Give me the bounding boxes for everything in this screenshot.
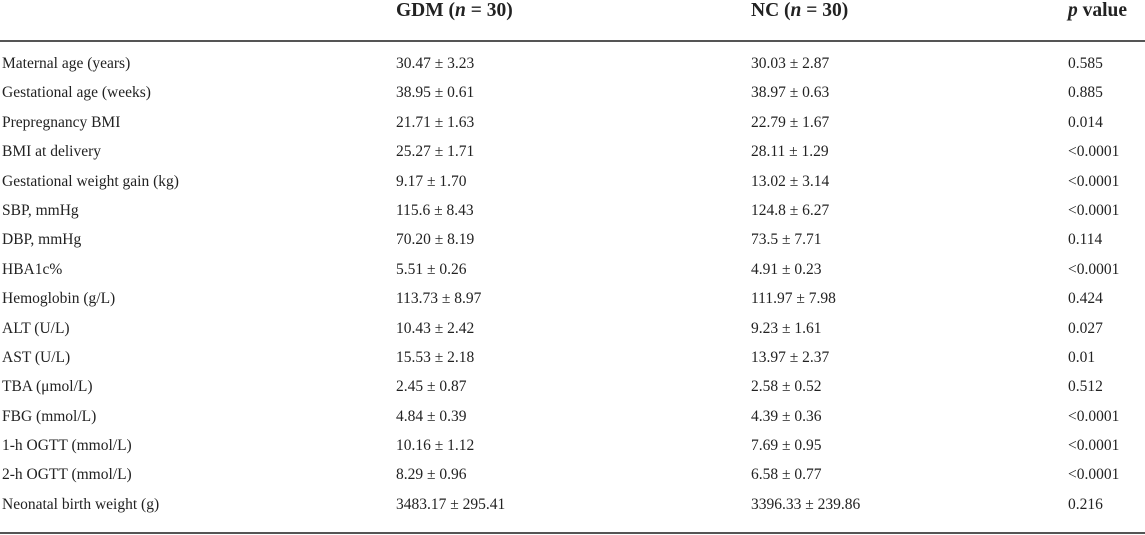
table-row: Gestational weight gain (kg) 9.17 ± 1.70 1…: [0, 167, 1145, 196]
header-gdm: GDM (n = 30): [396, 0, 513, 21]
gdm-value: 38.95 ± 0.61: [396, 84, 475, 102]
p-value: 0.01: [1068, 348, 1096, 366]
nc-value: 111.97 ± 7.98: [751, 290, 836, 308]
p-value: 0.027: [1068, 319, 1103, 337]
row-label: 1-h OGTT (mmol/L): [2, 437, 132, 455]
table-row: 1-h OGTT (mmol/L) 10.16 ± 1.12 7.69 ± 0.95…: [0, 431, 1145, 460]
row-label: Prepregnancy BMI: [2, 113, 121, 131]
nc-value: 22.79 ± 1.67: [751, 113, 830, 131]
nc-value: 30.03 ± 2.87: [751, 55, 830, 72]
nc-value: 28.11 ± 1.29: [751, 143, 829, 161]
nc-value: 124.8 ± 6.27: [751, 201, 830, 219]
row-label: Hemoglobin (g/L): [2, 290, 116, 308]
p-value: <0.0001: [1068, 172, 1120, 190]
gdm-value: 70.20 ± 8.19: [396, 231, 475, 249]
nc-value: 4.91 ± 0.23: [751, 260, 822, 278]
header-p-value: p value: [1068, 0, 1128, 21]
p-value: 0.014: [1068, 113, 1103, 131]
gdm-value: 115.6 ± 8.43: [396, 201, 474, 219]
row-label: ALT (U/L): [2, 319, 70, 337]
table-row: DBP, mmHg 70.20 ± 8.19 73.5 ± 7.71 0.114: [0, 225, 1145, 254]
table-row: Gestational age (weeks) 38.95 ± 0.61 38.97…: [0, 78, 1145, 107]
gdm-value: 25.27 ± 1.71: [396, 143, 475, 161]
table-row: AST (U/L) 15.53 ± 2.18 13.97 ± 2.37 0.01: [0, 343, 1145, 372]
gdm-value: 21.71 ± 1.63: [396, 113, 475, 131]
nc-value: 38.97 ± 0.63: [751, 84, 830, 102]
gdm-value: 113.73 ± 8.97: [396, 290, 482, 308]
p-value: <0.0001: [1068, 201, 1120, 219]
gdm-value: 9.17 ± 1.70: [396, 172, 467, 190]
header-rule: [0, 40, 1145, 42]
row-label: Maternal age (years): [2, 55, 131, 72]
table-row: HBA1c% 5.51 ± 0.26 4.91 ± 0.23 <0.0001: [0, 255, 1145, 284]
nc-value: 13.02 ± 3.14: [751, 172, 830, 190]
gdm-value: 3483.17 ± 295.41: [396, 495, 506, 513]
nc-value: 73.5 ± 7.71: [751, 231, 822, 249]
gdm-value: 10.16 ± 1.12: [396, 437, 475, 455]
row-label: TBA (μmol/L): [2, 378, 93, 396]
nc-value: 3396.33 ± 239.86: [751, 495, 861, 513]
nc-value: 6.58 ± 0.77: [751, 466, 822, 484]
nc-value: 7.69 ± 0.95: [751, 437, 822, 455]
row-label: DBP, mmHg: [2, 231, 82, 249]
nc-value: 13.97 ± 2.37: [751, 348, 830, 366]
table-row: BMI at delivery 25.27 ± 1.71 28.11 ± 1.29 <…: [0, 137, 1145, 166]
p-value: <0.0001: [1068, 407, 1120, 425]
table-row: SBP, mmHg 115.6 ± 8.43 124.8 ± 6.27 <0.0001: [0, 196, 1145, 225]
gdm-value: 8.29 ± 0.96: [396, 466, 467, 484]
table-row: TBA (μmol/L) 2.45 ± 0.87 2.58 ± 0.52 0.512: [0, 372, 1145, 401]
gdm-value: 4.84 ± 0.39: [396, 407, 467, 425]
row-label: Gestational weight gain (kg): [2, 172, 179, 190]
row-label: Neonatal birth weight (g): [2, 495, 160, 513]
p-value: <0.0001: [1068, 143, 1120, 161]
p-value: 0.424: [1068, 290, 1103, 308]
row-label: SBP, mmHg: [2, 201, 79, 219]
table-body: Maternal age (years) 30.47 ± 3.23 30.03 ± …: [0, 49, 1145, 519]
nc-value: 2.58 ± 0.52: [751, 378, 822, 396]
p-value: 0.216: [1068, 495, 1103, 513]
gdm-value: 2.45 ± 0.87: [396, 378, 467, 396]
gdm-value: 5.51 ± 0.26: [396, 260, 467, 278]
row-label: BMI at delivery: [2, 143, 102, 161]
table-row: Maternal age (years) 30.47 ± 3.23 30.03 ± …: [0, 49, 1145, 78]
p-value: 0.512: [1068, 378, 1103, 396]
p-value: <0.0001: [1068, 466, 1120, 484]
nc-value: 9.23 ± 1.61: [751, 319, 822, 337]
table-row: ALT (U/L) 10.43 ± 2.42 9.23 ± 1.61 0.027: [0, 314, 1145, 343]
p-value: 0.885: [1068, 84, 1103, 102]
table-row: 2-h OGTT (mmol/L) 8.29 ± 0.96 6.58 ± 0.77 <…: [0, 460, 1145, 489]
row-label: Gestational age (weeks): [2, 84, 151, 102]
p-value: <0.0001: [1068, 437, 1120, 455]
header-nc: NC (n = 30): [751, 0, 849, 21]
table-row: FBG (mmol/L) 4.84 ± 0.39 4.39 ± 0.36 <0.000…: [0, 402, 1145, 431]
nc-value: 4.39 ± 0.36: [751, 407, 822, 425]
row-label: HBA1c%: [2, 260, 63, 278]
p-value: 0.114: [1068, 231, 1103, 249]
gdm-value: 30.47 ± 3.23: [396, 55, 475, 72]
gdm-value: 15.53 ± 2.18: [396, 348, 475, 366]
gdm-value: 10.43 ± 2.42: [396, 319, 475, 337]
row-label: FBG (mmol/L): [2, 407, 97, 425]
p-value: 0.585: [1068, 55, 1103, 72]
table-row: Hemoglobin (g/L) 113.73 ± 8.97 111.97 ± 7.…: [0, 284, 1145, 313]
row-label: 2-h OGTT (mmol/L): [2, 466, 132, 484]
row-label: AST (U/L): [2, 348, 71, 366]
table-header: GDM (n = 30) NC (n = 30) p value: [0, 0, 1145, 40]
p-value: <0.0001: [1068, 260, 1120, 278]
table-row: Prepregnancy BMI 21.71 ± 1.63 22.79 ± 1.67…: [0, 108, 1145, 137]
table-row: Neonatal birth weight (g) 3483.17 ± 295.4…: [0, 490, 1145, 519]
bottom-rule: [0, 532, 1145, 534]
